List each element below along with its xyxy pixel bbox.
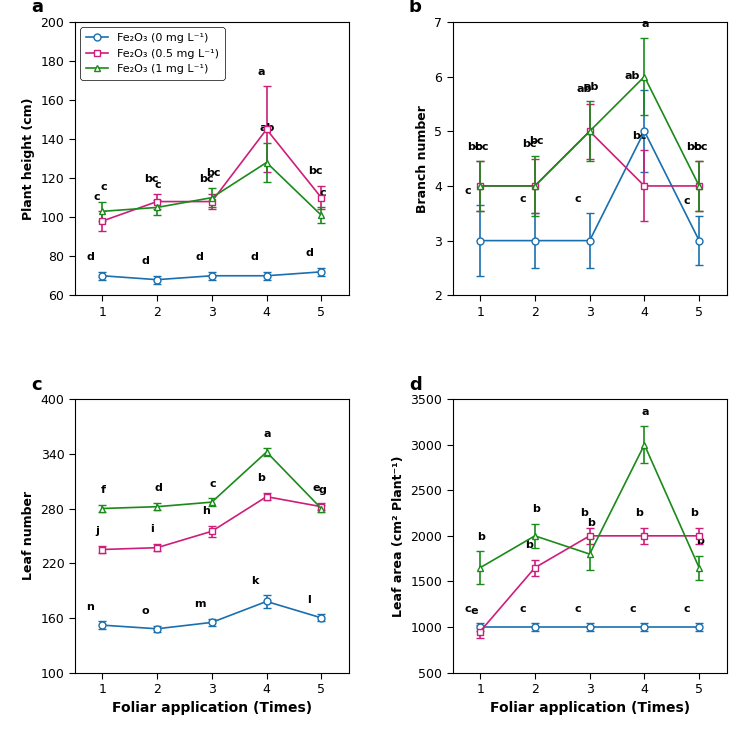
Y-axis label: Leaf number: Leaf number [22,491,35,580]
Text: ab: ab [625,71,640,80]
Text: a: a [642,407,649,417]
Text: c: c [465,186,471,195]
Text: bc: bc [529,136,543,146]
Text: o: o [141,607,149,616]
Text: bc: bc [522,139,536,149]
Text: d: d [251,252,258,262]
Text: bc: bc [309,167,323,176]
Text: k: k [251,575,258,586]
Text: d: d [86,252,94,262]
Text: b: b [697,537,704,546]
Text: d: d [195,252,204,262]
Text: a: a [258,67,265,77]
Text: c: c [94,192,100,202]
Text: c: c [520,194,526,204]
Text: bc: bc [693,142,708,152]
Text: b: b [526,540,533,550]
X-axis label: Foliar application (Times): Foliar application (Times) [112,702,312,716]
Text: ab: ab [260,124,276,134]
Y-axis label: Branch number: Branch number [416,105,428,213]
Legend: Fe₂O₃ (0 mg L⁻¹), Fe₂O₃ (0.5 mg L⁻¹), Fe₂O₃ (1 mg L⁻¹): Fe₂O₃ (0 mg L⁻¹), Fe₂O₃ (0.5 mg L⁻¹), Fe… [80,28,225,80]
Text: bc: bc [199,174,213,184]
Text: b: b [580,508,588,518]
Text: c: c [684,604,691,614]
Text: b: b [586,518,595,528]
Text: b: b [477,531,485,542]
Text: b: b [690,508,697,518]
Text: l: l [307,594,311,605]
Text: bc: bc [686,142,701,152]
Y-axis label: Plant height (cm): Plant height (cm) [22,97,35,220]
Text: ab: ab [583,82,598,91]
Text: a: a [642,19,649,29]
Text: b: b [409,0,422,17]
Text: a: a [264,429,271,439]
Text: bc: bc [474,142,488,152]
Text: c: c [465,604,471,614]
Text: d: d [306,249,313,258]
Text: a: a [31,0,43,17]
Text: ab: ab [577,84,592,94]
Text: c: c [31,376,42,394]
Text: n: n [86,602,94,612]
Text: c: c [574,604,581,614]
Text: c: c [684,197,691,206]
Text: c: c [629,604,636,614]
Text: b: b [635,508,643,518]
Text: bc: bc [145,174,159,184]
X-axis label: Foliar application (Times): Foliar application (Times) [490,702,690,716]
Text: b: b [257,474,265,483]
Text: e: e [312,483,320,493]
Text: g: g [318,485,327,496]
Text: d: d [141,256,149,266]
Text: c: c [155,180,162,190]
Text: e: e [471,605,479,616]
Text: c: c [100,182,106,192]
Text: c: c [210,479,216,489]
Text: f: f [101,485,106,496]
Text: bc: bc [467,142,482,152]
Text: c: c [520,604,526,614]
Text: d: d [409,376,422,394]
Text: c: c [574,194,581,204]
Text: bc: bc [631,131,646,141]
Text: h: h [202,507,210,516]
Text: bc: bc [206,168,220,178]
Text: d: d [154,483,162,493]
Text: m: m [194,599,205,609]
Text: i: i [150,524,154,534]
Text: j: j [95,526,99,537]
Text: b: b [532,504,540,515]
Text: c: c [319,188,326,198]
Y-axis label: Leaf area (cm² Plant⁻¹): Leaf area (cm² Plant⁻¹) [392,455,405,616]
